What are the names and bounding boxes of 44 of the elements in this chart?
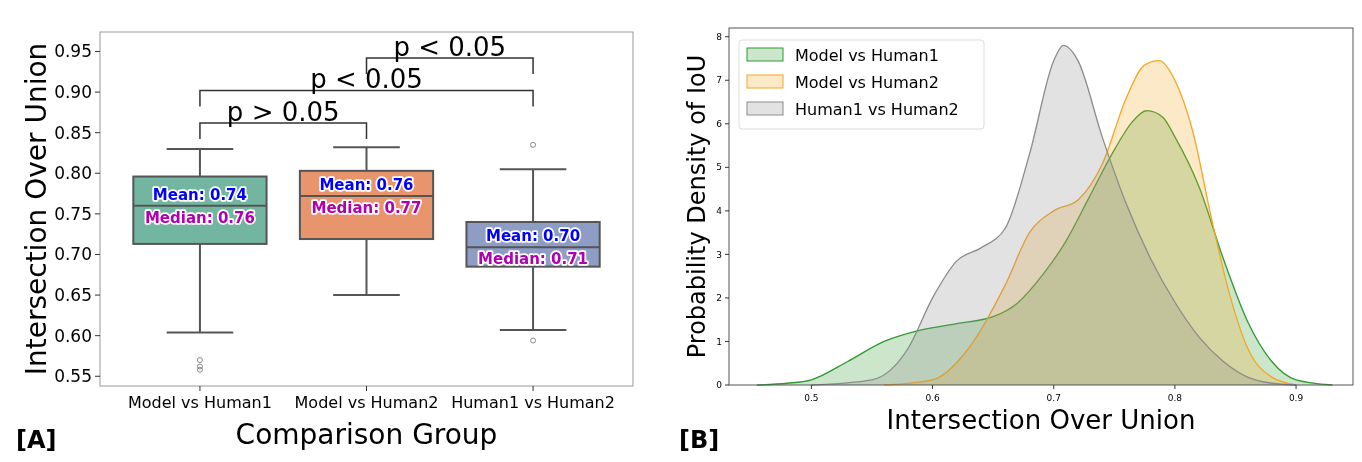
y-axis-title: Intersection Over Union [20, 42, 53, 376]
annotation: p < 0.05 [310, 64, 423, 95]
legend-label: Model vs Human2 [795, 72, 939, 92]
x-tick-label: 0.8 [1167, 393, 1183, 403]
y-tick-label: 0.75 [54, 203, 92, 224]
annotation: Median: 0.71 [478, 250, 589, 269]
y-tick-label: 8 [716, 31, 723, 42]
text: [A] [16, 426, 57, 454]
y-tick-label: 1 [716, 336, 722, 347]
annotation: Median: 0.77 [311, 199, 422, 218]
y-tick-label: 0.85 [54, 122, 92, 143]
x-tick-label: 0.6 [925, 393, 940, 403]
x-axis-title: Intersection Over Union [886, 405, 1196, 435]
annotation: Median: 0.76 [144, 209, 255, 227]
x-tick-label: 0.7 [1046, 393, 1061, 403]
y-tick-label: 0 [716, 380, 723, 391]
y-tick-label: 0.55 [54, 366, 92, 387]
y-tick-label: 0.95 [54, 41, 92, 62]
annotation: p > 0.05 [226, 96, 340, 127]
y-tick-label: 5 [716, 162, 722, 173]
y-tick-label: 7 [716, 75, 722, 86]
y-tick-label: 0.70 [54, 244, 92, 265]
y-tick-label: 4 [716, 206, 723, 216]
x-axis-title: Comparison Group [235, 418, 498, 451]
annotation: p < 0.05 [393, 31, 507, 62]
y-axis-title: Probability Density of IoU [683, 54, 711, 359]
x-tick-label: 0.5 [804, 393, 819, 403]
y-tick-label: 0.80 [54, 163, 92, 184]
y-tick-label: 0.60 [54, 325, 92, 346]
x-tick-label: 0.9 [1288, 393, 1304, 403]
annotation: Mean: 0.76 [319, 176, 414, 195]
y-tick-label: 2 [716, 293, 722, 304]
x-tick-label: Model vs Human2 [294, 393, 439, 412]
y-tick-label: 0.90 [54, 82, 92, 103]
annotation: Mean: 0.74 [152, 186, 248, 204]
x-tick-label: Model vs Human1 [127, 393, 272, 412]
x-tick-label: Human1 vs Human2 [451, 393, 615, 412]
y-tick-label: 3 [716, 249, 722, 260]
legend-label: Model vs Human1 [795, 45, 939, 65]
text: [B] [679, 426, 720, 454]
legend-label: Human1 vs Human2 [795, 99, 959, 119]
annotation: Mean: 0.70 [485, 227, 581, 246]
y-tick-label: 6 [716, 118, 723, 129]
y-tick-label: 0.65 [54, 285, 92, 306]
